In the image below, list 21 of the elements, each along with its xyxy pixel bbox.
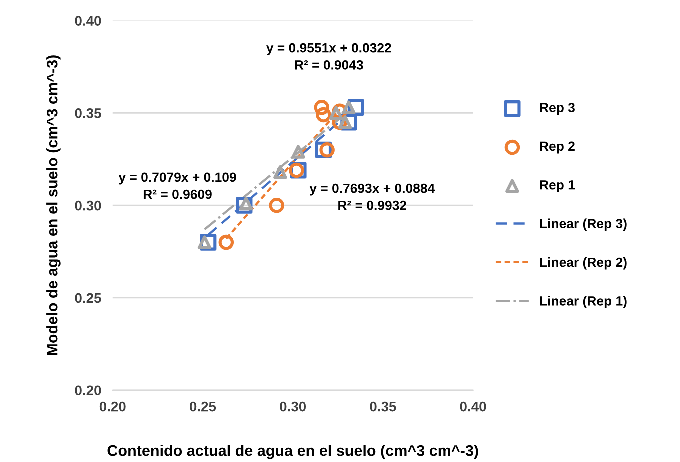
- legend-label: Linear (Rep 3): [540, 218, 627, 232]
- legend-label: Linear (Rep 1): [540, 296, 627, 308]
- legend-label: Rep 2: [540, 142, 575, 154]
- x-tick-label: 0.40: [460, 402, 486, 412]
- y-tick-label: 0.35: [75, 108, 102, 118]
- x-tick-label: 0.30: [280, 402, 306, 412]
- annotation: y = 0.7693x + 0.0884 R² = 0.9932: [310, 184, 436, 210]
- x-axis-title: Contenido actual de agua en el suelo (cm^3 cm^-3): [108, 445, 478, 460]
- legend-label: Rep 3: [540, 103, 575, 116]
- y-tick-label: 0.25: [75, 293, 102, 304]
- legend-label: Linear (Rep 2): [540, 257, 627, 270]
- y-tick-label: 0.40: [75, 16, 102, 26]
- annotation: y = 0.9551x + 0.0322 R² = 0.9043: [266, 43, 392, 70]
- x-tick-label: 0.35: [370, 402, 396, 412]
- y-tick-label: 0.30: [75, 200, 102, 211]
- annotation: y = 0.7079x + 0.109 R² = 0.9609: [118, 172, 236, 200]
- y-tick-label: 0.20: [75, 386, 102, 396]
- x-tick-label: 0.20: [100, 402, 126, 412]
- legend-label: Rep 1: [540, 180, 576, 192]
- y-axis-title: Modelo de agua en el suelo (cm^3 cm^-3): [46, 56, 61, 356]
- x-tick-label: 0.25: [190, 402, 216, 412]
